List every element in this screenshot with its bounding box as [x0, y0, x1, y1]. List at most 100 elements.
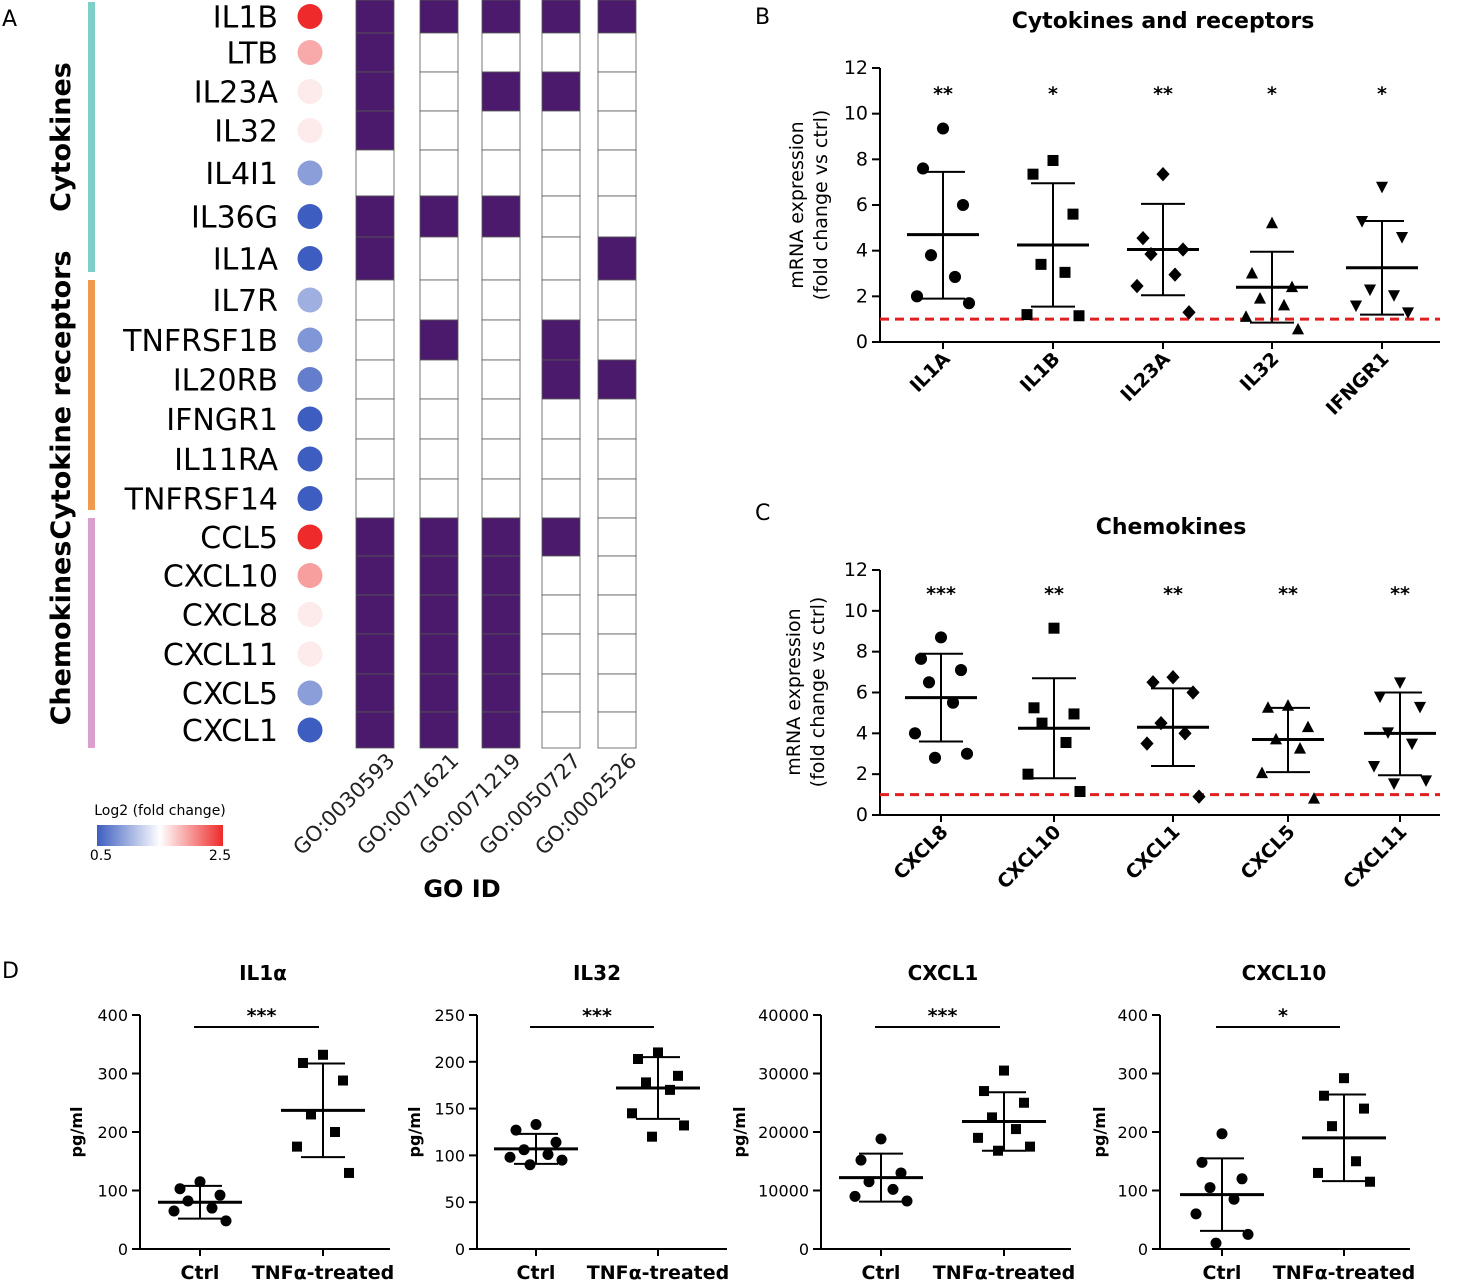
y-tick-label: 2	[856, 763, 868, 785]
data-point	[1367, 761, 1381, 773]
data-point	[1019, 1097, 1029, 1108]
data-point	[1186, 685, 1200, 700]
data-point	[1365, 1176, 1375, 1187]
heatmap-cell	[597, 438, 637, 480]
data-point	[1028, 702, 1040, 714]
panel-label-a: A	[2, 7, 17, 32]
heatmap-cell	[597, 517, 637, 557]
heatmap-cell	[597, 0, 637, 34]
data-point	[1060, 737, 1072, 749]
y-tick-label: 12	[844, 57, 868, 79]
heatmap-cell	[597, 319, 637, 361]
chart-title: CXCL1	[908, 961, 979, 985]
y-tick-label: 100	[434, 1146, 465, 1165]
heatmap-cell	[355, 195, 395, 238]
data-point	[1130, 278, 1144, 294]
data-point	[530, 1119, 542, 1131]
heatmap-cell	[541, 149, 581, 197]
heatmap-cell	[355, 32, 395, 73]
heatmap-cell	[597, 71, 637, 112]
data-point	[1419, 775, 1433, 787]
data-point	[1375, 181, 1389, 194]
heatmap-cell	[481, 149, 521, 197]
significance-marker: *	[1048, 83, 1058, 105]
panel-label-c: C	[755, 501, 770, 526]
data-point	[908, 727, 922, 740]
x-tick-label: CXCL1	[1121, 821, 1184, 884]
heatmap-cell	[355, 594, 395, 635]
data-point	[1182, 305, 1196, 320]
data-point	[1146, 675, 1160, 690]
data-point	[1255, 766, 1269, 779]
data-point	[220, 1215, 232, 1227]
y-tick-label: 400	[97, 1006, 128, 1025]
data-point	[168, 1205, 180, 1217]
data-point	[1011, 1124, 1021, 1135]
heatmap-cell	[541, 633, 581, 675]
data-point	[1228, 1193, 1240, 1205]
data-point	[1265, 216, 1279, 229]
fold-change-dot-ifngr1	[297, 406, 323, 432]
y-tick-label: 8	[856, 641, 868, 663]
data-point	[1204, 1182, 1216, 1194]
chart-title: IL32	[573, 961, 621, 985]
data-point	[1387, 778, 1401, 790]
data-point	[1140, 736, 1154, 751]
gene-label-tnfrsf1b: TNFRSF1B	[122, 324, 278, 359]
y-tick-label: 0	[856, 804, 868, 826]
chart-C: Chemokines 0 2 4 6 8 10 12 mRNA expression (fold …	[783, 515, 1440, 893]
y-tick-label: 6	[856, 682, 868, 704]
data-point	[1381, 727, 1395, 739]
data-point	[338, 1075, 348, 1086]
heatmap-cell	[355, 71, 395, 112]
data-point	[298, 1057, 308, 1068]
legend-title: Log2 (fold change)	[94, 803, 226, 819]
data-point	[1068, 708, 1080, 720]
heatmap-cell	[355, 478, 395, 519]
data-point	[936, 122, 950, 135]
heatmap-cell	[355, 633, 395, 675]
gene-label-il11ra: IL11RA	[174, 443, 278, 478]
gene-label-cxcl5: CXCL5	[182, 677, 278, 712]
heatmap-cell	[419, 236, 459, 281]
gene-label-il20rb: IL20RB	[173, 364, 278, 399]
data-point	[1349, 300, 1363, 313]
y-tick-label: 0	[455, 1240, 465, 1259]
significance-marker: *	[1377, 83, 1387, 105]
heatmap-cell	[541, 438, 581, 480]
heatmap-cell	[481, 633, 521, 675]
heatmap-cell	[597, 673, 637, 713]
y-tick-label: 20000	[758, 1123, 809, 1142]
heatmap-cell	[419, 71, 459, 112]
data-point	[954, 663, 968, 677]
heatmap-cell	[419, 195, 459, 238]
go-tick-label: GO:0002526	[530, 749, 641, 860]
y-axis-title-line2: (fold change vs ctrl)	[810, 110, 832, 301]
heatmap-cell	[597, 236, 637, 281]
significance-marker: **	[1153, 83, 1173, 105]
legend-min-label: 0.5	[90, 848, 112, 864]
y-tick-label: 200	[1117, 1123, 1148, 1142]
data-point	[1253, 292, 1267, 304]
data-point	[1192, 789, 1206, 804]
data-point	[641, 1077, 651, 1088]
gene-label-il7r: IL7R	[213, 284, 279, 319]
data-point	[1073, 310, 1085, 322]
y-tick-label: 100	[1117, 1182, 1148, 1201]
x-tick-label: CXCL10	[993, 821, 1065, 893]
y-tick-label: 0	[1138, 1240, 1148, 1259]
gene-label-tnfrsf14: TNFRSF14	[124, 483, 278, 518]
fold-change-dot-il1a	[297, 246, 323, 271]
heatmap-cell	[419, 110, 459, 151]
y-tick-label: 10	[844, 103, 868, 125]
category-label-1: Cytokine receptors	[46, 250, 77, 539]
data-point	[673, 1070, 683, 1081]
x-tick-label: IL32	[1236, 348, 1284, 396]
data-point	[1166, 670, 1180, 685]
data-point	[1291, 322, 1305, 335]
chart-title: Cytokines and receptors	[1012, 9, 1315, 34]
y-axis-title: pg/ml	[405, 1107, 424, 1158]
heatmap-cell	[481, 71, 521, 112]
heatmap-cell	[541, 279, 581, 321]
